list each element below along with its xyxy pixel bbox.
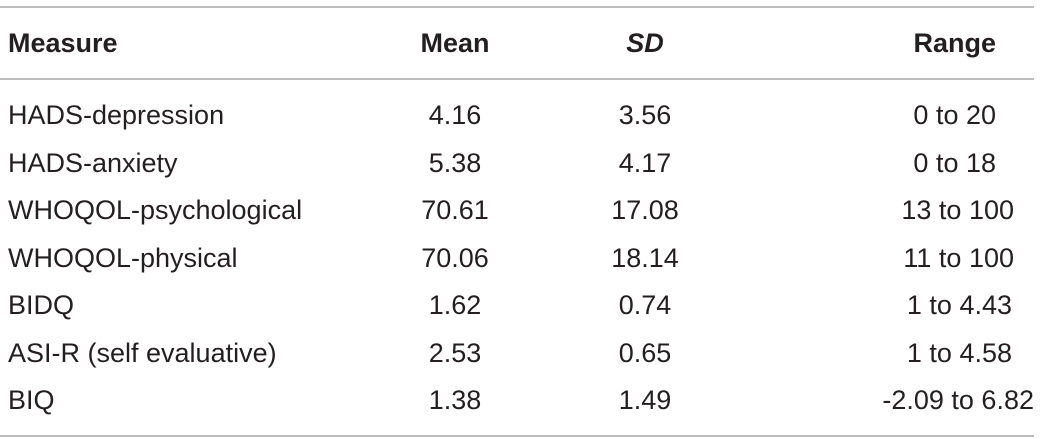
cell-sd: 4.17: [618, 147, 672, 178]
cell-range: 1 to 4.43: [906, 290, 1012, 321]
cell-mean: 1.38: [428, 385, 482, 416]
header-measure: Measure: [8, 27, 118, 58]
table-body: HADS-depression 4.16 3.56 0 to 20 HADS-a…: [0, 79, 1034, 436]
cell-mean: 70.06: [421, 242, 489, 273]
header-mean: Mean: [420, 27, 490, 58]
cell-range: 0 to 18: [913, 147, 996, 178]
table-row: HADS-anxiety 5.38 4.17 0 to 18: [0, 140, 1034, 188]
descriptive-statistics-table: Measure Mean SD Range HADS-depression 4.…: [0, 6, 1034, 437]
cell-sd: 0.65: [618, 337, 672, 368]
cell-measure: WHOQOL-psychological: [8, 195, 303, 226]
cell-mean: 4.16: [428, 100, 482, 131]
cell-sd: 3.56: [618, 100, 672, 131]
table-row: WHOQOL-psychological 70.61 17.08 13 to 1…: [0, 187, 1034, 235]
cell-sd: 0.74: [618, 290, 672, 321]
cell-measure: WHOQOL-physical: [8, 242, 238, 273]
table-row: WHOQOL-physical 70.06 18.14 11 to 100: [0, 235, 1034, 283]
header-row: Measure Mean SD Range: [0, 7, 1034, 79]
cell-range: 11 to 100: [903, 242, 1014, 273]
table-row: HADS-depression 4.16 3.56 0 to 20: [0, 79, 1034, 140]
cell-range: 1 to 4.58: [906, 337, 1012, 368]
cell-mean: 2.53: [428, 337, 482, 368]
cell-sd: 18.14: [611, 242, 679, 273]
cell-measure: HADS-anxiety: [8, 147, 178, 178]
cell-measure: ASI-R (self evaluative): [8, 337, 277, 368]
table-row: BIQ 1.38 1.49 -2.09 to 6.82: [0, 377, 1034, 436]
table-row: BIDQ 1.62 0.74 1 to 4.43: [0, 282, 1034, 330]
cell-mean: 1.62: [428, 290, 482, 321]
cell-mean: 70.61: [421, 195, 489, 226]
header-range: Range: [913, 27, 996, 58]
table-header: Measure Mean SD Range: [0, 7, 1034, 79]
cell-measure: BIQ: [8, 385, 55, 416]
cell-sd: 17.08: [611, 195, 679, 226]
cell-range: 13 to 100: [901, 195, 1014, 226]
cell-measure: BIDQ: [8, 290, 75, 321]
cell-measure: HADS-depression: [8, 100, 225, 131]
table-row: ASI-R (self evaluative) 2.53 0.65 1 to 4…: [0, 330, 1034, 378]
cell-mean: 5.38: [428, 147, 482, 178]
header-sd: SD: [626, 27, 664, 58]
cell-range: -2.09 to 6.82: [882, 385, 1034, 416]
cell-range: 0 to 20: [913, 100, 996, 131]
cell-sd: 1.49: [618, 385, 672, 416]
